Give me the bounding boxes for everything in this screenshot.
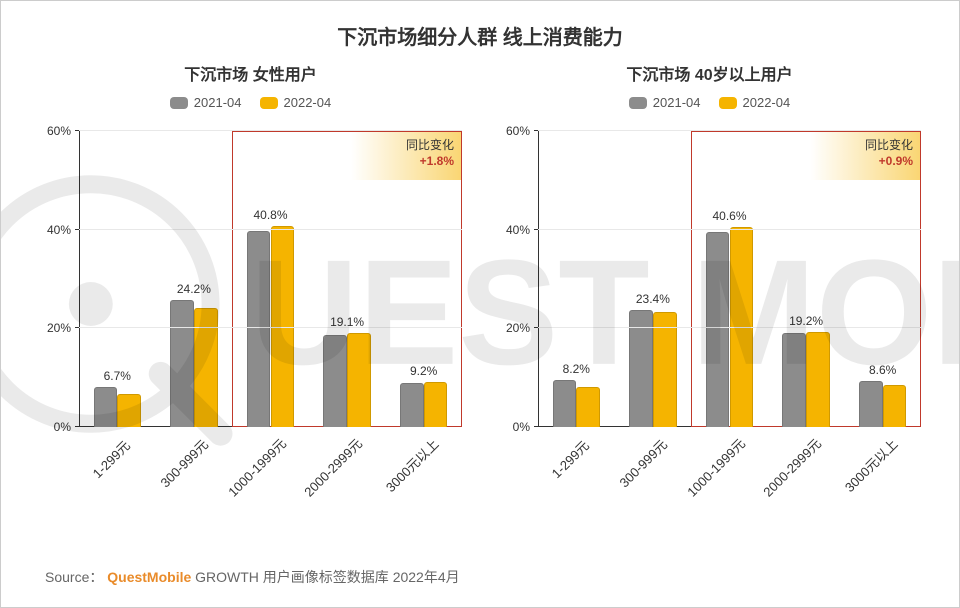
subtitle-female: 下沉市场 女性用户: [31, 61, 470, 85]
ytick-mark: [534, 130, 538, 131]
xtick-label: 3000元以上: [839, 434, 900, 495]
bar: [400, 383, 424, 427]
bar-value-label: 24.2%: [164, 282, 224, 296]
source-suffix: GROWTH 用户画像标签数据库 2022年4月: [191, 569, 459, 585]
xtick-label: 1-299元: [547, 436, 593, 482]
bar: [553, 380, 577, 427]
bar: [706, 232, 730, 427]
bar: [883, 385, 907, 427]
bar-value-label: 8.2%: [546, 362, 606, 376]
legend-item: 2021-04: [170, 95, 242, 110]
gridline: [538, 229, 921, 230]
yoy-label: 同比变化: [406, 137, 454, 153]
legend-item: 2022-04: [260, 95, 332, 110]
xtick-label: 300-999元: [155, 435, 211, 491]
chart-panel-female: 下沉市场 女性用户 2021-04 2022-04 6.7% 24.2% 40.8% 1…: [31, 53, 470, 523]
ytick-label: 60%: [47, 124, 71, 138]
main-title: 下沉市场细分人群 线上消费能力: [1, 21, 959, 50]
yoy-value: +1.8%: [406, 153, 454, 169]
legend-swatch: [170, 97, 188, 109]
legend-label: 2022-04: [743, 95, 791, 110]
bar-value-label: 6.7%: [87, 369, 147, 383]
chart-panel-40plus: 下沉市场 40岁以上用户 2021-04 2022-04 8.2% 23.4% 40.…: [490, 53, 929, 523]
gridline: [538, 130, 921, 131]
bar: [806, 332, 830, 427]
bar-value-label: 8.6%: [853, 363, 913, 377]
ytick-label: 60%: [506, 124, 530, 138]
ytick-label: 0%: [513, 420, 530, 434]
legend-label: 2021-04: [653, 95, 701, 110]
bars-layer: 6.7%24.2%40.8%19.1%9.2%: [79, 131, 462, 427]
xtick-label: 1-299元: [88, 436, 134, 482]
ytick-label: 40%: [47, 223, 71, 237]
ytick-mark: [534, 426, 538, 427]
source-prefix: Source：: [45, 569, 103, 585]
subtitle-40plus: 下沉市场 40岁以上用户: [490, 61, 929, 85]
xtick-label: 3000元以上: [380, 434, 441, 495]
legend-female: 2021-04 2022-04: [31, 95, 470, 110]
bars-layer: 8.2% 23.4% 40.6% 19.2% 8.6%: [538, 131, 921, 427]
ytick-mark: [75, 327, 79, 328]
xtick-label: 1000-1999元: [682, 434, 749, 501]
bar: [347, 333, 371, 427]
legend-item: 2022-04: [719, 95, 791, 110]
ytick-label: 0%: [54, 420, 71, 434]
bar: [247, 231, 271, 427]
xtick-label: 2000-2999元: [299, 434, 366, 501]
gridline: [538, 327, 921, 328]
ytick-mark: [534, 327, 538, 328]
ytick-mark: [75, 426, 79, 427]
ytick-mark: [75, 130, 79, 131]
yoy-value: +0.9%: [865, 153, 913, 169]
yoy-label: 同比变化: [865, 137, 913, 153]
legend-40plus: 2021-04 2022-04: [490, 95, 929, 110]
bar: [194, 308, 218, 427]
gridline: [79, 229, 462, 230]
gridline: [79, 130, 462, 131]
ytick-label: 40%: [506, 223, 530, 237]
bar: [424, 382, 448, 427]
bar: [653, 312, 677, 427]
xlabels-layer: 1-299元 300-999元1000-1999元2000-2999元3000元以…: [538, 431, 921, 521]
bar: [94, 387, 118, 427]
bar: [117, 394, 141, 427]
charts-row: 下沉市场 女性用户 2021-04 2022-04 6.7% 24.2% 40.8% 1…: [31, 53, 929, 523]
legend-label: 2021-04: [194, 95, 242, 110]
legend-item: 2021-04: [629, 95, 701, 110]
xlabels-layer: 1-299元 300-999元1000-1999元2000-2999元3000元以…: [79, 431, 462, 521]
bar: [323, 335, 347, 427]
ytick-mark: [75, 229, 79, 230]
legend-label: 2022-04: [284, 95, 332, 110]
ytick-label: 20%: [506, 321, 530, 335]
source-line: Source： QuestMobile GROWTH 用户画像标签数据库 202…: [45, 567, 460, 587]
xtick-label: 2000-2999元: [758, 434, 825, 501]
plot-area-female: 6.7%24.2%40.8%19.1%9.2% 同比变化 +1.8% 0%20%…: [79, 131, 462, 427]
bar-value-label: 19.2%: [776, 314, 836, 328]
gridline: [79, 327, 462, 328]
legend-swatch: [629, 97, 647, 109]
bar-value-label: 23.4%: [623, 292, 683, 306]
legend-swatch: [260, 97, 278, 109]
xtick-label: 300-999元: [614, 435, 670, 491]
bar: [576, 387, 600, 427]
legend-swatch: [719, 97, 737, 109]
source-brand: QuestMobile: [107, 569, 191, 585]
bar-value-label: 40.8%: [241, 208, 301, 222]
bar: [170, 300, 194, 427]
yoy-callout-40plus: 同比变化 +0.9%: [865, 137, 913, 169]
bar-value-label: 9.2%: [394, 364, 454, 378]
plot-area-40plus: 8.2%23.4%40.6%19.2%8.6% 同比变化 +0.9% 0%20%…: [538, 131, 921, 427]
ytick-label: 20%: [47, 321, 71, 335]
yoy-callout-female: 同比变化 +1.8%: [406, 137, 454, 169]
bar: [782, 333, 806, 427]
bar-value-label: 40.6%: [700, 209, 760, 223]
page-root: UEST MOBILE 下沉市场细分人群 线上消费能力 下沉市场 女性用户 20…: [0, 0, 960, 608]
bar: [859, 381, 883, 427]
xtick-label: 1000-1999元: [223, 434, 290, 501]
ytick-mark: [534, 229, 538, 230]
